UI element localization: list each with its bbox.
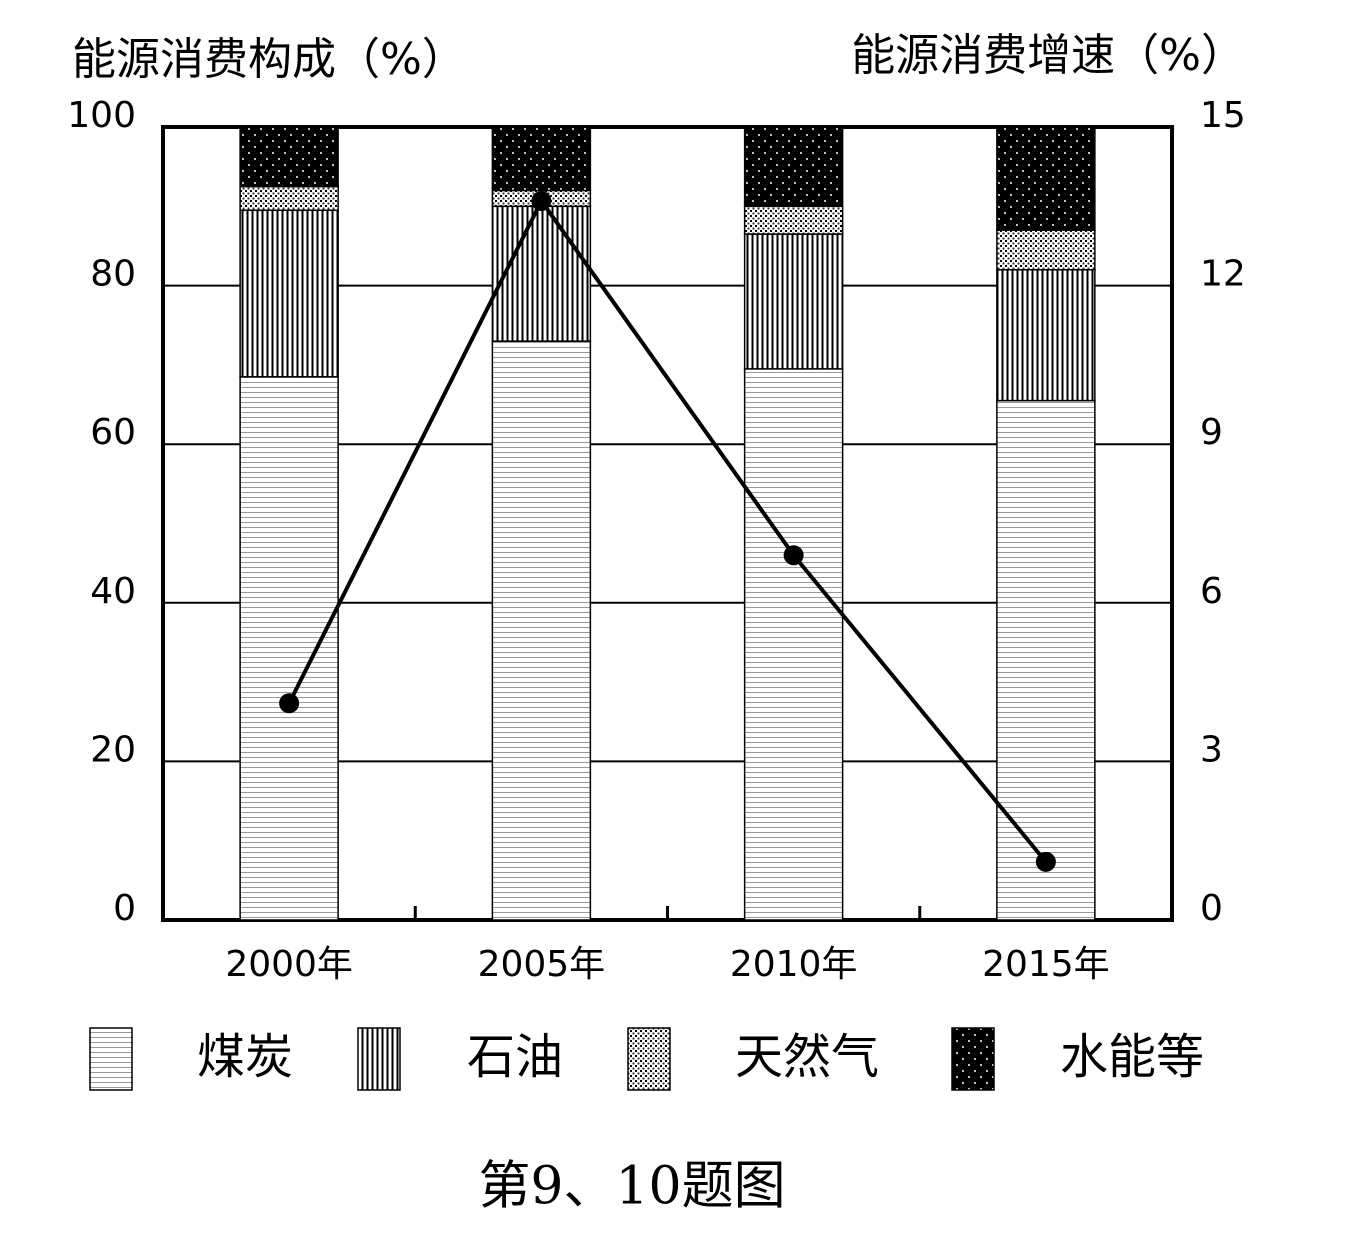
legend-swatch — [357, 1027, 401, 1091]
y-tick-label: 40 — [90, 571, 136, 612]
bar-segment — [743, 205, 844, 235]
y2-tick-label: 12 — [1200, 254, 1246, 295]
y2-tick-label: 3 — [1200, 729, 1223, 770]
legend-label: 天然气 — [735, 1029, 879, 1085]
y-tick-label: 100 — [67, 95, 136, 136]
legend-label: 石油 — [467, 1029, 563, 1085]
line-point — [783, 545, 804, 566]
caption: 第9、10题图 — [478, 1157, 785, 1217]
bar-segment — [239, 185, 339, 212]
bar-segment — [239, 126, 339, 188]
bar-segment — [996, 126, 1096, 231]
legend-swatch — [627, 1027, 671, 1091]
line-point — [1035, 851, 1056, 872]
y-axis-label: 能源消费构成（%） — [72, 34, 466, 85]
bar-segment — [743, 233, 844, 370]
bar-segment — [743, 368, 844, 921]
legend-label: 煤炭 — [197, 1029, 293, 1085]
legend-label: 水能等 — [1060, 1029, 1204, 1085]
legend-swatch — [951, 1027, 995, 1091]
y2-axis-label: 能源消费增速（%） — [851, 30, 1245, 81]
bar-segment — [996, 268, 1096, 402]
y-tick-label: 60 — [90, 412, 136, 453]
line-point — [531, 191, 552, 212]
bar-segment — [743, 126, 844, 208]
x-tick-label: 2015年 — [982, 944, 1110, 985]
line — [287, 197, 1048, 864]
y2-tick-label: 9 — [1200, 412, 1223, 453]
x-tick-label: 2005年 — [478, 944, 606, 985]
x-tick-label: 2010年 — [730, 944, 858, 985]
bar-segment — [239, 209, 339, 378]
y-tick-label: 20 — [90, 729, 136, 770]
legend-swatch — [89, 1027, 133, 1091]
line-point — [279, 693, 300, 714]
x-tick-label: 2000年 — [225, 944, 353, 985]
y2-tick-label: 15 — [1200, 95, 1246, 136]
y2-tick-label: 6 — [1200, 571, 1223, 612]
bar-segment — [996, 399, 1096, 921]
bar-segment — [996, 229, 1096, 271]
y-tick-label: 0 — [113, 888, 136, 929]
bar-segment — [491, 126, 592, 192]
y-tick-label: 80 — [90, 254, 136, 295]
bar-segment — [239, 376, 339, 921]
y2-tick-label: 0 — [1200, 888, 1223, 929]
bar-segment — [491, 340, 592, 921]
